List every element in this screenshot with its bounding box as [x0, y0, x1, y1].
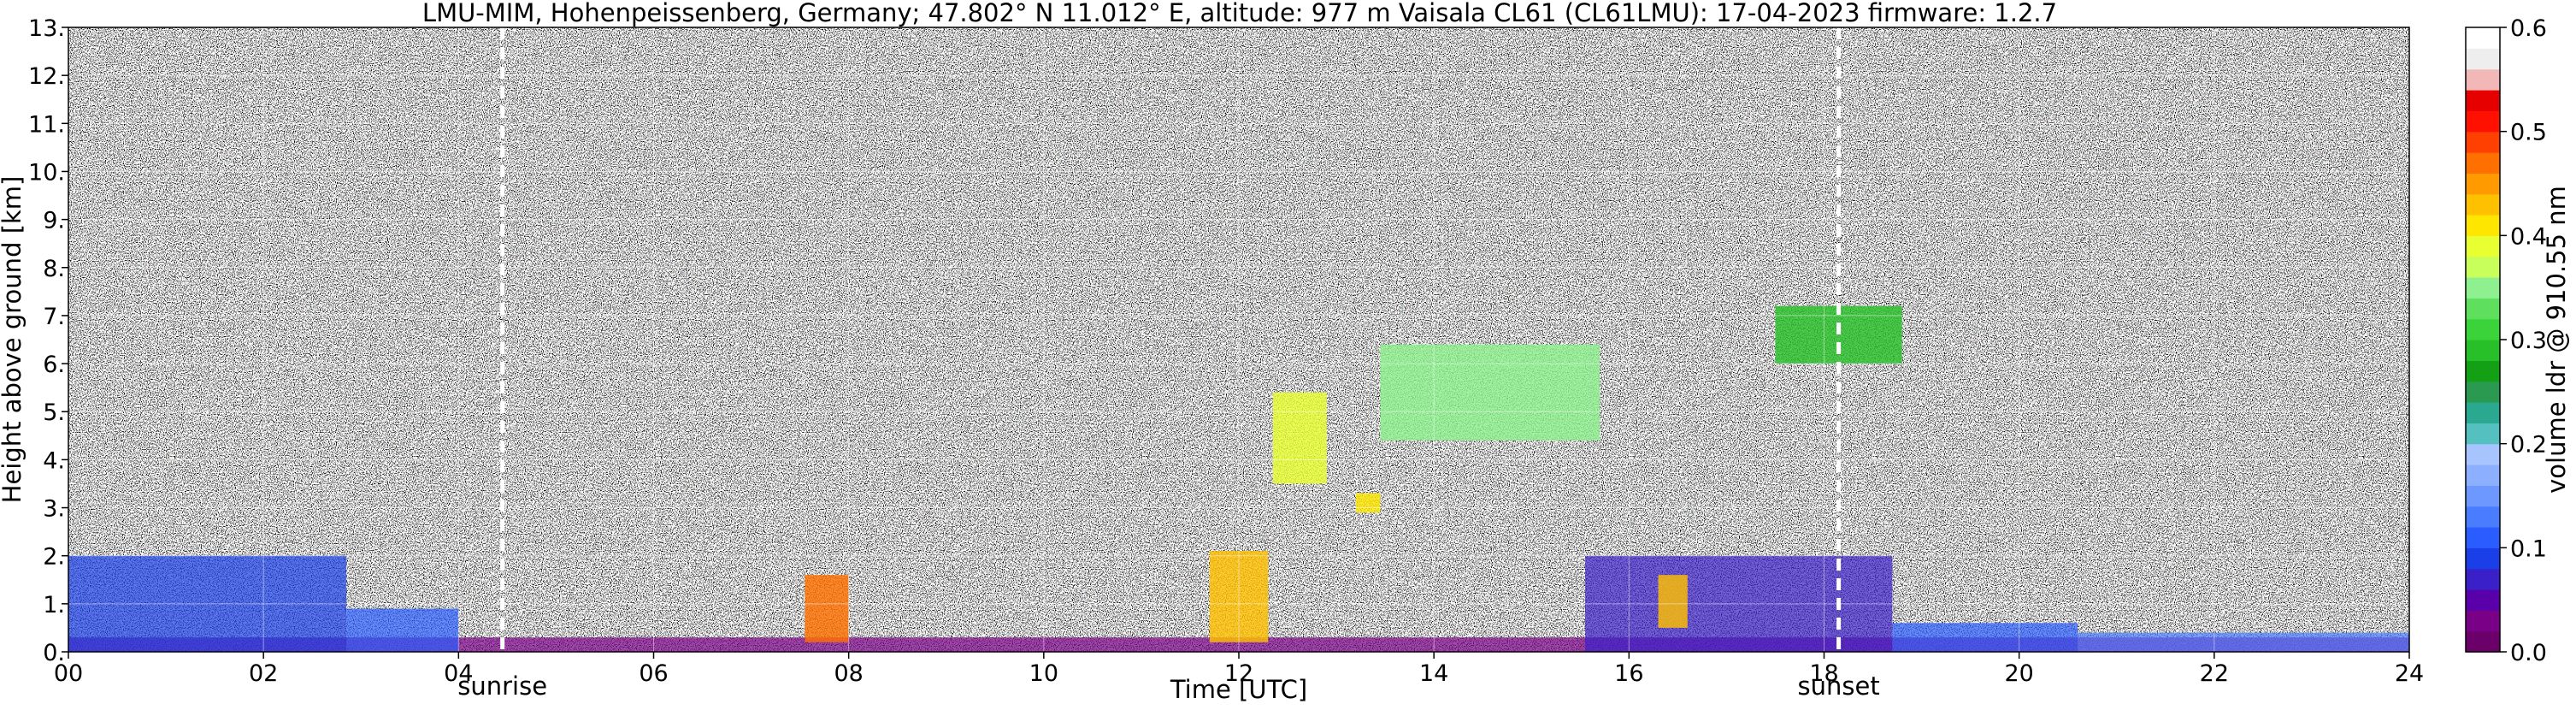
chart-title: LMU-MIM, Hohenpeissenberg, Germany; 47.8… — [422, 0, 2057, 27]
y-tick-label: 1. — [43, 592, 65, 618]
colorbar-tick-label: 0.0 — [2510, 640, 2547, 666]
y-tick-label: 12. — [28, 63, 65, 90]
sunset-label: sunset — [1798, 672, 1880, 701]
colorbar-swatch — [2466, 527, 2500, 548]
event-lines — [500, 27, 1842, 652]
x-tick-label: 16 — [1614, 660, 1643, 687]
colorbar-swatch — [2466, 547, 2500, 570]
colorbar-swatch — [2466, 173, 2500, 195]
x-tick-label: 14 — [1419, 660, 1448, 687]
colorbar-swatch — [2466, 193, 2500, 216]
y-tick-label: 9. — [43, 208, 65, 234]
colorbar-swatch — [2466, 235, 2500, 257]
x-tick-label: 20 — [2004, 660, 2033, 687]
plot-area — [68, 27, 2410, 653]
colorbar-swatch — [2466, 277, 2500, 299]
x-tick-label: 10 — [1029, 660, 1058, 687]
feature-aerosol-layer-3 — [1584, 555, 1893, 652]
colorbar-swatch — [2466, 340, 2500, 361]
x-tick-label: 02 — [249, 660, 278, 687]
ldr-features — [68, 305, 2409, 652]
feature-cloud-6 — [1272, 392, 1327, 484]
feature-cloud-8 — [1380, 344, 1600, 441]
colorbar-label: volume ldr @ 910.55 nm — [2542, 186, 2571, 494]
colorbar-swatch — [2466, 589, 2500, 611]
colorbar-swatch — [2466, 68, 2500, 91]
y-tick-label: 5. — [43, 399, 65, 426]
y-tick-label: 4. — [43, 447, 65, 474]
y-tick-label: 7. — [43, 304, 65, 330]
y-tick-label: 6. — [43, 352, 65, 378]
colorbar-swatch — [2466, 485, 2500, 507]
colorbar-swatch — [2466, 27, 2500, 49]
feature-cloud-7 — [1355, 493, 1381, 513]
x-tick-label: 18 — [1809, 660, 1838, 687]
colorbar-swatch — [2466, 360, 2500, 382]
feature-aerosol-layer-2 — [346, 608, 459, 652]
y-tick-label: 0. — [43, 640, 65, 666]
colorbar-swatch — [2466, 256, 2500, 278]
colorbar-swatch — [2466, 131, 2500, 153]
colorbar: 0.0 0.1 0.2 0.3 0.4 0.5 0.6 — [2465, 15, 2547, 666]
x-tick-label: 22 — [2200, 660, 2229, 687]
colorbar-swatch — [2466, 464, 2500, 486]
feature-convective-plume-10 — [805, 575, 849, 642]
colorbar-swatch — [2466, 610, 2500, 632]
y-tick-label: 13. — [28, 15, 65, 42]
colorbar-tick-label: 0.6 — [2510, 15, 2547, 42]
colorbar-swatch — [2466, 90, 2500, 111]
event-labels: sunrise sunset — [457, 672, 1879, 701]
colorbar-swatch — [2466, 110, 2500, 133]
sunrise-label: sunrise — [457, 672, 547, 701]
x-tick-label: 24 — [2395, 660, 2424, 687]
colorbar-tick-label: 0.2 — [2510, 432, 2547, 459]
x-tick-label: 04 — [444, 660, 473, 687]
colorbar-tick-label: 0.1 — [2510, 535, 2547, 562]
y-axis-label: Height above ground [km] — [0, 176, 27, 504]
y-axis: 0. 1. 2. 3. 4. 5. 6. 7. 8. 9. 10. 11. 12. 13. — [28, 15, 68, 666]
colorbar-swatch — [2466, 298, 2500, 320]
colorbar-swatch — [2466, 318, 2500, 340]
x-axis: 00 02 04 06 08 10 12 14 16 18 20 22 24 — [54, 652, 2424, 687]
colorbar-swatch — [2466, 152, 2500, 174]
feature-convective-plume-11 — [1209, 551, 1269, 642]
x-tick-label: 12 — [1224, 660, 1253, 687]
x-axis-label: Time [UTC] — [1170, 675, 1307, 704]
x-tick-label: 08 — [834, 660, 863, 687]
feature-aerosol-layer-4 — [1892, 623, 2078, 652]
y-tick-label: 2. — [43, 544, 65, 571]
colorbar-swatch — [2466, 568, 2500, 590]
colorbar-swatch — [2466, 381, 2500, 403]
feature-convective-plume-12 — [1658, 575, 1688, 628]
colorbar-swatch — [2466, 443, 2500, 465]
colorbar-swatch — [2466, 48, 2500, 70]
feature-aerosol-layer-1 — [68, 555, 347, 652]
colorbar-tick-label: 0.4 — [2510, 223, 2547, 250]
y-tick-label: 10. — [28, 159, 65, 186]
colorbar-swatch — [2466, 630, 2500, 653]
colorbar-tick-label: 0.3 — [2510, 328, 2547, 354]
colorbar-swatch — [2466, 402, 2500, 423]
x-tick-label: 06 — [639, 660, 668, 687]
noise-white — [68, 27, 2409, 652]
x-tick-label: 00 — [54, 660, 83, 687]
y-tick-label: 8. — [43, 256, 65, 282]
colorbar-swatch — [2466, 506, 2500, 528]
y-tick-label: 3. — [43, 496, 65, 523]
colorbar-swatch — [2466, 423, 2500, 445]
colorbar-tick-label: 0.5 — [2510, 120, 2547, 146]
feature-aerosol-layer-5 — [2078, 632, 2409, 652]
y-tick-label: 11. — [28, 111, 65, 138]
colorbar-swatch — [2466, 215, 2500, 236]
